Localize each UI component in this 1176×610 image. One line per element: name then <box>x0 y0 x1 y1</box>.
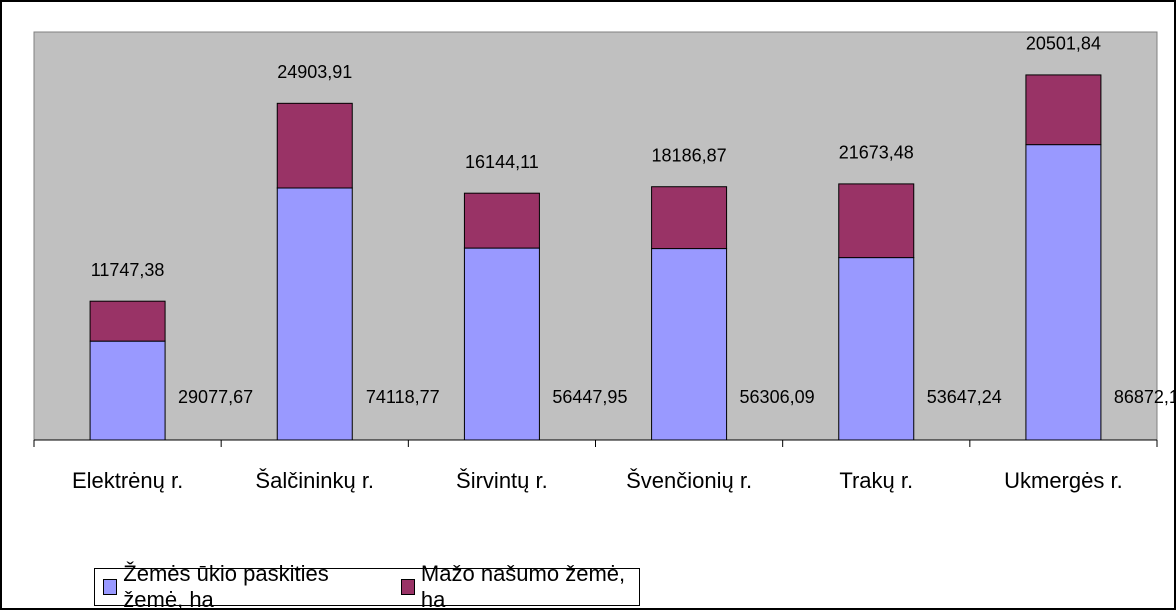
bar-segment <box>276 102 353 189</box>
bar-segment <box>838 257 915 441</box>
x-tick-label: Elektrėnų r. <box>71 468 184 493</box>
bar-segment <box>1025 144 1102 441</box>
value-label: 24903,91 <box>277 62 352 82</box>
bar-segment <box>463 247 540 441</box>
value-label: 20501,84 <box>1026 34 1101 54</box>
value-label: 18186,87 <box>652 145 727 165</box>
legend-item: Mažo našumo žemė, ha <box>400 561 627 610</box>
bar-segment <box>276 187 353 441</box>
legend-label: Žemės ūkio paskities žemė, ha <box>123 561 329 610</box>
value-label: 56306,09 <box>740 387 815 407</box>
legend-label: Mažo našumo žemė, ha <box>420 561 626 610</box>
legend-item: Žemės ūkio paskities žemė, ha <box>103 561 389 610</box>
value-label: 11747,38 <box>91 260 165 280</box>
x-tick-label: Šalčininkų r. <box>255 468 375 493</box>
value-label: 53647,24 <box>927 387 1002 407</box>
bar-segment <box>89 300 166 342</box>
bar-segment <box>89 340 166 441</box>
bar-segment <box>651 248 728 441</box>
x-tick-label: Švenčionių r. <box>626 468 753 493</box>
value-label: 74118,77 <box>366 387 440 407</box>
bar-segment <box>651 186 728 250</box>
bar-segment <box>463 192 540 249</box>
bar-segment <box>838 183 915 259</box>
legend-swatch <box>400 579 415 595</box>
x-tick-label: Ukmergės r. <box>1004 468 1123 493</box>
value-label: 56447,95 <box>552 387 627 407</box>
legend-swatch <box>103 579 118 595</box>
bar-segment <box>1025 74 1102 146</box>
value-label: 16144,11 <box>465 152 539 172</box>
x-tick-label: Trakų r. <box>839 468 914 493</box>
legend: Žemės ūkio paskities žemė, ha Mažo našumo… <box>94 561 640 608</box>
x-tick-label: Širvintų r. <box>456 468 548 493</box>
plot-area <box>33 31 1158 441</box>
value-label: 21673,48 <box>839 143 914 163</box>
value-label: 29077,67 <box>178 387 253 407</box>
value-label: 86872,19 <box>1114 387 1176 407</box>
